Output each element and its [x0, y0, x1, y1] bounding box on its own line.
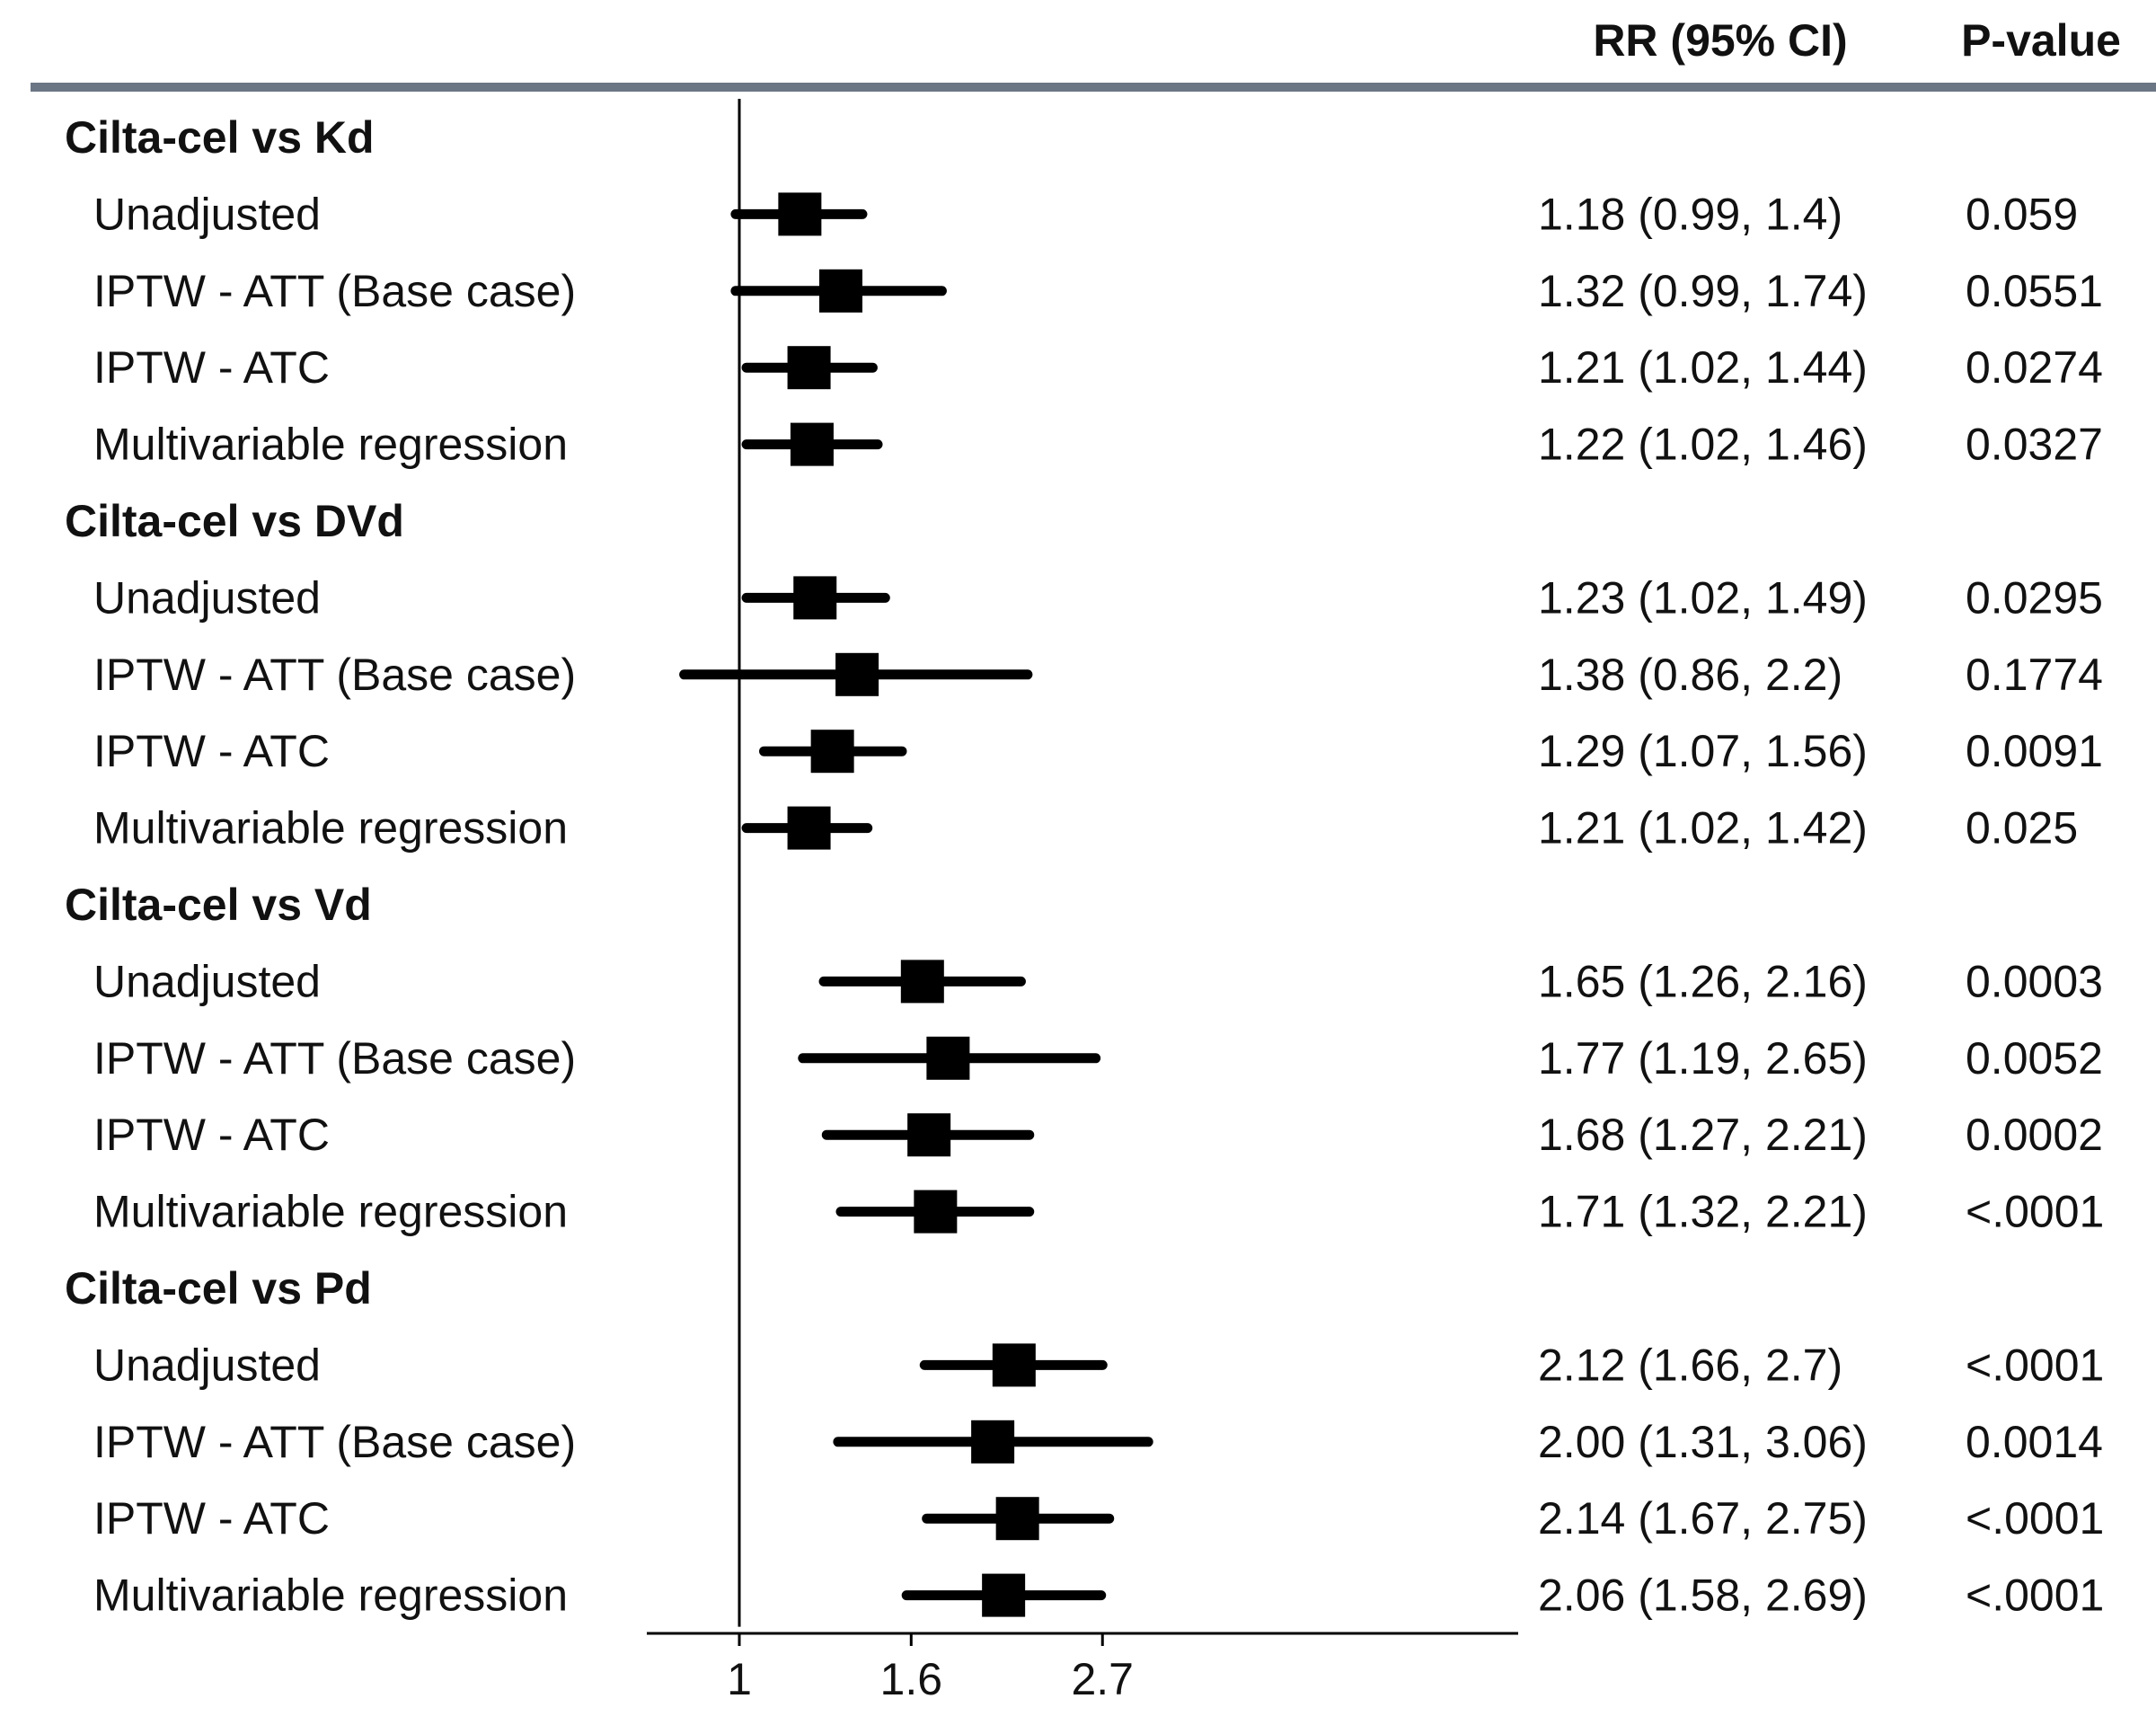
p-value: <.0001: [1966, 1187, 2104, 1237]
point-estimate-box: [914, 1190, 958, 1234]
x-axis: 1 1.6 2.7: [647, 99, 1518, 1704]
p-value: 0.0002: [1966, 1110, 2103, 1160]
estimate-row: Unadjusted 1.18 (0.99, 1.4) 0.059: [93, 189, 2078, 239]
row-label: IPTW - ATC: [93, 1493, 330, 1544]
rr-ci-value: 2.12 (1.66, 2.7): [1538, 1340, 1842, 1390]
row-label: IPTW - ATT (Base case): [93, 650, 576, 700]
p-value: 0.0014: [1966, 1417, 2103, 1467]
point-estimate-box: [971, 1420, 1015, 1464]
row-label: Multivariable regression: [93, 1570, 568, 1621]
point-estimate-box: [982, 1573, 1026, 1617]
p-value: <.0001: [1966, 1570, 2104, 1621]
estimate-row: IPTW - ATC 1.68 (1.27, 2.21) 0.0002: [93, 1110, 2103, 1160]
row-label: IPTW - ATT (Base case): [93, 1417, 576, 1467]
rr-ci-value: 1.65 (1.26, 2.16): [1538, 956, 1868, 1006]
group-label: Cilta-cel vs Vd: [65, 880, 372, 930]
estimate-row: Unadjusted 1.65 (1.26, 2.16) 0.0003: [93, 956, 2103, 1006]
group-3: Cilta-cel vs Vd Unadjusted 1.65 (1.26, 2.1…: [65, 880, 2104, 1237]
estimate-row: IPTW - ATT (Base case) 1.32 (0.99, 1.74) 0…: [93, 266, 2103, 316]
row-label: IPTW - ATC: [93, 342, 330, 393]
rr-ci-value: 2.00 (1.31, 3.06): [1538, 1417, 1868, 1467]
row-label: IPTW - ATC: [93, 1110, 330, 1160]
x-tick-label: 1.6: [880, 1654, 943, 1704]
point-estimate-box: [793, 576, 837, 620]
x-tick-label: 1: [727, 1654, 752, 1704]
p-value: 0.0052: [1966, 1033, 2103, 1084]
row-label: Multivariable regression: [93, 803, 568, 854]
rr-ci-value: 1.23 (1.02, 1.49): [1538, 572, 1868, 623]
p-value: 0.0091: [1966, 726, 2103, 776]
point-estimate-box: [926, 1036, 970, 1080]
row-label: Multivariable regression: [93, 1187, 568, 1237]
p-value: <.0001: [1966, 1493, 2104, 1544]
estimate-row: IPTW - ATT (Base case) 1.38 (0.86, 2.2) 0.…: [93, 650, 2103, 700]
p-value: <.0001: [1966, 1340, 2104, 1390]
row-label: Unadjusted: [93, 572, 321, 623]
point-estimate-box: [787, 806, 831, 850]
point-estimate-box: [907, 1113, 951, 1157]
group-1: Cilta-cel vs Kd Unadjusted 1.18 (0.99, 1.4…: [65, 112, 2103, 470]
group-label: Cilta-cel vs Kd: [65, 112, 375, 163]
rr-ci-value: 2.06 (1.58, 2.69): [1538, 1570, 1868, 1621]
rr-ci-value: 2.14 (1.67, 2.75): [1538, 1493, 1868, 1544]
estimate-row: IPTW - ATT (Base case) 1.77 (1.19, 2.65) 0…: [93, 1033, 2103, 1084]
point-estimate-box: [992, 1343, 1036, 1387]
rr-ci-value: 1.68 (1.27, 2.21): [1538, 1110, 1868, 1160]
point-estimate-box: [778, 192, 822, 236]
group-label: Cilta-cel vs DVd: [65, 496, 404, 546]
estimate-row: IPTW - ATC 1.29 (1.07, 1.56) 0.0091: [93, 726, 2103, 776]
row-label: Multivariable regression: [93, 420, 568, 470]
estimate-row: Multivariable regression 2.06 (1.58, 2.69…: [93, 1570, 2104, 1621]
p-value: 0.0274: [1966, 342, 2103, 393]
p-value: 0.0327: [1966, 420, 2103, 470]
estimate-row: IPTW - ATT (Base case) 2.00 (1.31, 3.06) 0…: [93, 1417, 2103, 1467]
rows-layer: Cilta-cel vs Kd Unadjusted 1.18 (0.99, 1.4…: [65, 112, 2104, 1621]
row-label: IPTW - ATT (Base case): [93, 266, 576, 316]
p-value-column-header: P-value: [1961, 15, 2121, 66]
estimate-row: Multivariable regression 1.71 (1.32, 2.21…: [93, 1187, 2104, 1237]
row-label: Unadjusted: [93, 189, 321, 239]
rr-ci-value: 1.38 (0.86, 2.2): [1538, 650, 1842, 700]
rr-ci-value: 1.77 (1.19, 2.65): [1538, 1033, 1868, 1084]
rr-ci-value: 1.21 (1.02, 1.44): [1538, 342, 1868, 393]
point-estimate-box: [818, 269, 862, 313]
p-value: 0.025: [1966, 803, 2078, 854]
p-value: 0.1774: [1966, 650, 2103, 700]
estimate-row: IPTW - ATC 1.21 (1.02, 1.44) 0.0274: [93, 342, 2103, 393]
point-estimate-box: [787, 346, 831, 390]
row-label: Unadjusted: [93, 1340, 321, 1390]
p-value: 0.0295: [1966, 572, 2103, 623]
group-4: Cilta-cel vs Pd Unadjusted 2.12 (1.66, 2.7…: [65, 1263, 2104, 1621]
point-estimate-box: [835, 652, 879, 696]
p-value: 0.0003: [1966, 956, 2103, 1006]
row-label: Unadjusted: [93, 956, 321, 1006]
estimate-row: Multivariable regression 1.21 (1.02, 1.42…: [93, 803, 2078, 854]
point-estimate-box: [810, 730, 854, 774]
estimate-row: Multivariable regression 1.22 (1.02, 1.46…: [93, 420, 2103, 470]
rr-ci-value: 1.29 (1.07, 1.56): [1538, 726, 1868, 776]
row-label: IPTW - ATT (Base case): [93, 1033, 576, 1084]
p-value: 0.0551: [1966, 266, 2103, 316]
rr-ci-value: 1.22 (1.02, 1.46): [1538, 420, 1868, 470]
rr-column-header: RR (95% CI): [1593, 15, 1847, 66]
x-tick-label: 2.7: [1071, 1654, 1134, 1704]
rr-ci-value: 1.21 (1.02, 1.42): [1538, 803, 1868, 854]
p-value: 0.059: [1966, 189, 2078, 239]
group-2: Cilta-cel vs DVd Unadjusted 1.23 (1.02, 1.…: [65, 496, 2103, 854]
estimate-row: Unadjusted 2.12 (1.66, 2.7) <.0001: [93, 1340, 2104, 1390]
rr-ci-value: 1.32 (0.99, 1.74): [1538, 266, 1868, 316]
point-estimate-box: [995, 1497, 1039, 1541]
rr-ci-value: 1.71 (1.32, 2.21): [1538, 1187, 1868, 1237]
estimate-row: Unadjusted 1.23 (1.02, 1.49) 0.0295: [93, 572, 2103, 623]
rr-ci-value: 1.18 (0.99, 1.4): [1538, 189, 1842, 239]
row-label: IPTW - ATC: [93, 726, 330, 776]
group-label: Cilta-cel vs Pd: [65, 1263, 372, 1314]
point-estimate-box: [790, 422, 834, 466]
estimate-row: IPTW - ATC 2.14 (1.67, 2.75) <.0001: [93, 1493, 2104, 1544]
point-estimate-box: [900, 960, 944, 1004]
